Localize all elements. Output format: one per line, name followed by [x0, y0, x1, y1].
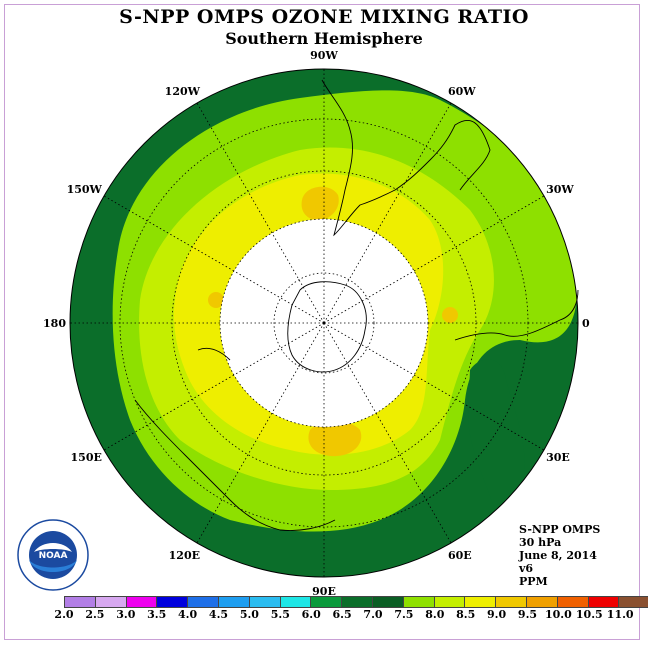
- colorbar-tick-label: 2.5: [85, 608, 105, 621]
- longitude-label: 150W: [67, 183, 103, 196]
- colorbar-swatch: [95, 597, 127, 607]
- orange-patch-2: [308, 421, 362, 457]
- orange-patch-1: [301, 186, 339, 221]
- colorbar-tick-label: 2.0: [54, 608, 74, 621]
- coast-nz: [197, 347, 231, 361]
- longitude-label: 60W: [448, 85, 476, 98]
- colorbar-tick-label: 7.0: [363, 608, 383, 621]
- colorbar-swatch: [619, 597, 648, 607]
- colorbar-swatch: [280, 597, 312, 607]
- page-title: S-NPP OMPS OZONE MIXING RATIO: [119, 6, 529, 28]
- longitude-label: 120W: [165, 85, 201, 98]
- colorbar-swatch: [65, 597, 96, 607]
- colorbar-tick-label: 3.0: [116, 608, 136, 621]
- colorbar: [64, 596, 648, 608]
- colorbar-tick-label: 4.0: [178, 608, 198, 621]
- dark-green-blob-east: [468, 359, 525, 513]
- longitude-labels: 90W 60W 30W 0 30E 60E 90E 120E 150E 180 150W 120W: [43, 49, 590, 598]
- colorbar-tick-label: 10.5: [575, 608, 603, 621]
- coastlines: [134, 79, 579, 531]
- page-subtitle: Southern Hemisphere: [225, 29, 423, 48]
- units-label: PPM: [519, 575, 548, 588]
- colorbar-tick-label: 3.5: [147, 608, 167, 621]
- colorbar-tick-label: 6.5: [332, 608, 352, 621]
- colorbar-tick-label: 4.5: [208, 608, 229, 621]
- coast-australia: [134, 399, 336, 531]
- coast-south-america: [321, 79, 491, 237]
- orange-patch-4: [442, 307, 458, 323]
- colorbar-tick-label: 6.0: [301, 608, 321, 621]
- colorbar-swatch: [588, 597, 620, 607]
- colorbar-swatch: [557, 597, 589, 607]
- longitude-label: 90W: [310, 49, 338, 62]
- date-label: June 8, 2014: [519, 549, 597, 562]
- longitude-label: 60E: [448, 549, 472, 562]
- longitude-label: 0: [582, 317, 590, 330]
- colorbar-swatch: [465, 597, 497, 607]
- instrument-label: S-NPP OMPS: [519, 523, 601, 536]
- ozone-field: [70, 69, 578, 577]
- longitude-label: 90E: [312, 585, 336, 598]
- noaa-logo: NOAA: [17, 519, 89, 591]
- colorbar-swatch: [342, 597, 373, 607]
- colorbar-swatch: [157, 597, 189, 607]
- colorbar-tick-label: 11.0: [606, 608, 634, 621]
- colorbar-tick-label: 10.0: [544, 608, 572, 621]
- longitude-label: 150E: [71, 451, 102, 464]
- colorbar-tick-label: 5.0: [239, 608, 259, 621]
- colorbar-tick-label: 8.0: [425, 608, 445, 621]
- colorbar-swatch: [526, 597, 558, 607]
- longitude-label: 120E: [169, 549, 200, 562]
- colorbar-ticks: 2.0 2.5 3.0 3.5 4.0 4.5 5.0 5.5 6.0 6.5 7.0 7.5 8.0 8…: [0, 608, 648, 622]
- colorbar-tick-label: 9.5: [517, 608, 538, 621]
- noaa-logo-text: NOAA: [39, 551, 68, 561]
- colorbar-swatch: [434, 597, 466, 607]
- longitude-label: 180: [43, 317, 66, 330]
- longitude-label: 30E: [546, 451, 570, 464]
- version-label: v6: [519, 562, 534, 575]
- colorbar-tick-label: 9.0: [487, 608, 507, 621]
- map-border: [69, 68, 579, 578]
- info-block: S-NPP OMPS 30 hPa June 8, 2014 v6 PPM: [519, 523, 600, 588]
- coast-africa: [454, 289, 579, 341]
- colorbar-swatch: [311, 597, 343, 607]
- colorbar-swatch: [188, 597, 219, 607]
- colorbar-tick-label: 5.5: [270, 608, 290, 621]
- longitude-label: 30W: [546, 183, 574, 196]
- colorbar-tick-label: 8.5: [456, 608, 476, 621]
- level-label: 30 hPa: [519, 536, 562, 549]
- colorbar-swatch: [126, 597, 158, 607]
- colorbar-swatch: [249, 597, 281, 607]
- orange-patch-3: [208, 292, 224, 308]
- colorbar-swatch: [496, 597, 527, 607]
- colorbar-tick-label: 7.5: [394, 608, 414, 621]
- colorbar-swatch: [403, 597, 435, 607]
- colorbar-swatch: [218, 597, 250, 607]
- colorbar-swatch: [372, 597, 404, 607]
- coast-antarctica: [287, 281, 367, 373]
- image-frame: [4, 4, 640, 640]
